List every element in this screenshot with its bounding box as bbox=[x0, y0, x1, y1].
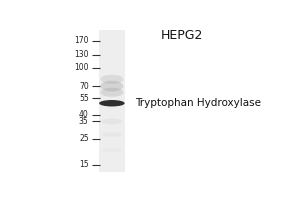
Text: 35: 35 bbox=[79, 117, 89, 126]
Text: 15: 15 bbox=[79, 160, 89, 169]
Ellipse shape bbox=[102, 148, 122, 152]
Text: HEPG2: HEPG2 bbox=[160, 29, 203, 42]
Text: 130: 130 bbox=[74, 50, 89, 59]
Ellipse shape bbox=[102, 118, 122, 124]
Ellipse shape bbox=[99, 100, 125, 106]
Ellipse shape bbox=[102, 132, 122, 137]
Bar bbox=[99, 30, 125, 172]
Ellipse shape bbox=[100, 88, 123, 97]
Ellipse shape bbox=[100, 81, 123, 91]
Text: 25: 25 bbox=[79, 134, 89, 143]
Text: 40: 40 bbox=[79, 110, 89, 119]
Text: 70: 70 bbox=[79, 82, 89, 91]
Text: 100: 100 bbox=[74, 63, 89, 72]
Text: 55: 55 bbox=[79, 94, 89, 103]
Text: Tryptophan Hydroxylase: Tryptophan Hydroxylase bbox=[135, 98, 261, 108]
Ellipse shape bbox=[100, 75, 123, 84]
Text: 170: 170 bbox=[74, 36, 89, 45]
